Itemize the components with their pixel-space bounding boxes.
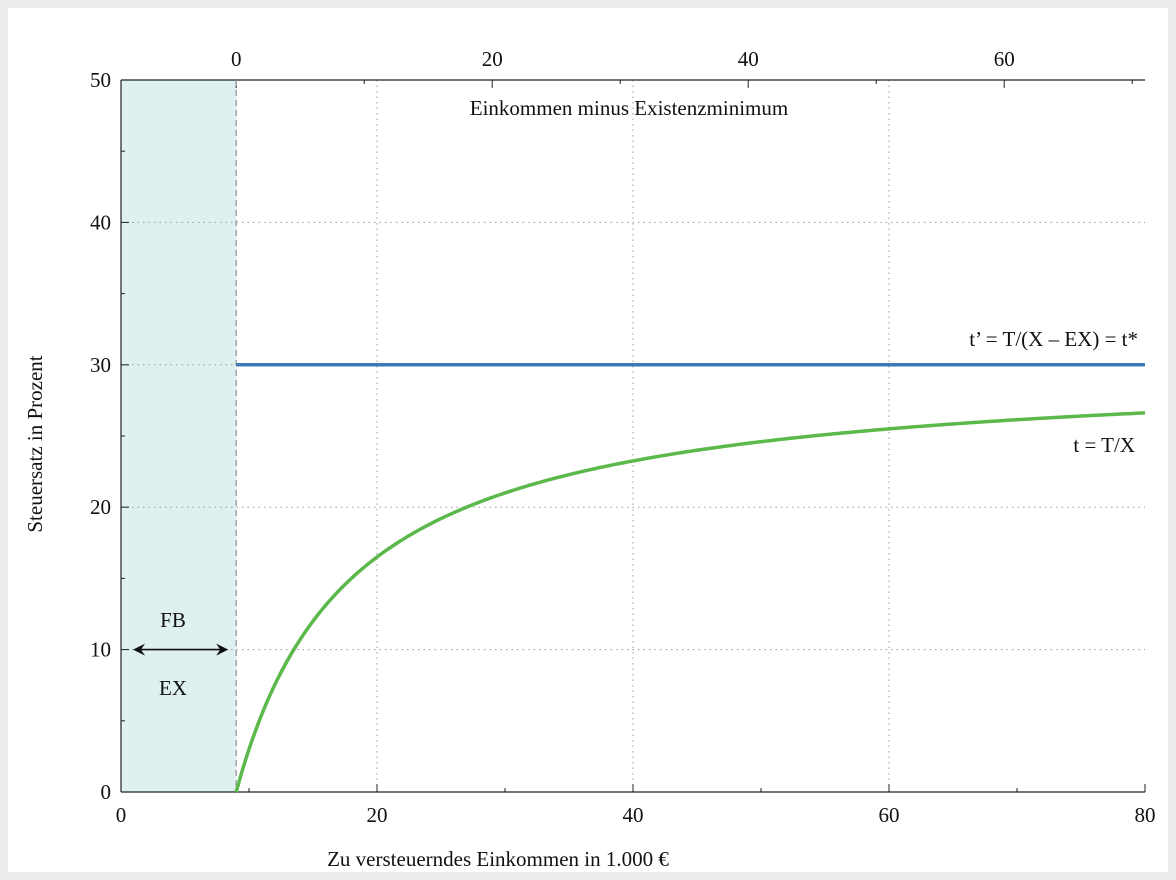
y-axis-title: Steuersatz in Prozent [23, 355, 47, 532]
y-tick-label-30: 30 [90, 353, 111, 377]
tick-labels: 0 20 40 60 80 0 10 20 30 40 50 0 20 40 60 [90, 47, 1156, 827]
fb-ex-double-arrow [133, 643, 229, 656]
y-tick-label-0: 0 [101, 780, 112, 804]
tax-rate-chart: 0 20 40 60 80 0 10 20 30 40 50 0 20 40 60 Zu versteuer… [23, 47, 1156, 871]
arrow-head-right [216, 643, 229, 656]
series-line-average-rate [234, 411, 1146, 793]
chart-frame: 0 20 40 60 80 0 10 20 30 40 50 0 20 40 60 Zu versteuer… [8, 8, 1168, 872]
series-label-average-rate: t = T/X [1073, 433, 1135, 457]
top-tick-label-20: 20 [482, 47, 503, 71]
series-label-marginal-rate: t’ = T/(X – EX) = t* [969, 327, 1138, 351]
y-tick-label-20: 20 [90, 495, 111, 519]
y-tick-label-50: 50 [90, 68, 111, 92]
top-tick-label-40: 40 [738, 47, 759, 71]
arrow-head-left [133, 643, 145, 656]
fb-label: FB [160, 608, 186, 632]
top-axis-title: Einkommen minus Existenzminimum [470, 96, 788, 120]
x-tick-label-80: 80 [1135, 803, 1156, 827]
y-tick-label-40: 40 [90, 210, 111, 234]
top-tick-label-60: 60 [994, 47, 1015, 71]
x-tick-label-60: 60 [879, 803, 900, 827]
x-tick-label-0: 0 [116, 803, 127, 827]
ex-label: EX [159, 676, 187, 700]
x-tick-label-20: 20 [367, 803, 388, 827]
exemption-shaded-region [121, 80, 237, 792]
top-tick-label-0: 0 [231, 47, 242, 71]
x-axis-title: Zu versteuerndes Einkommen in 1.000 € [327, 847, 669, 871]
y-tick-label-10: 10 [90, 638, 111, 662]
x-tick-label-40: 40 [623, 803, 644, 827]
